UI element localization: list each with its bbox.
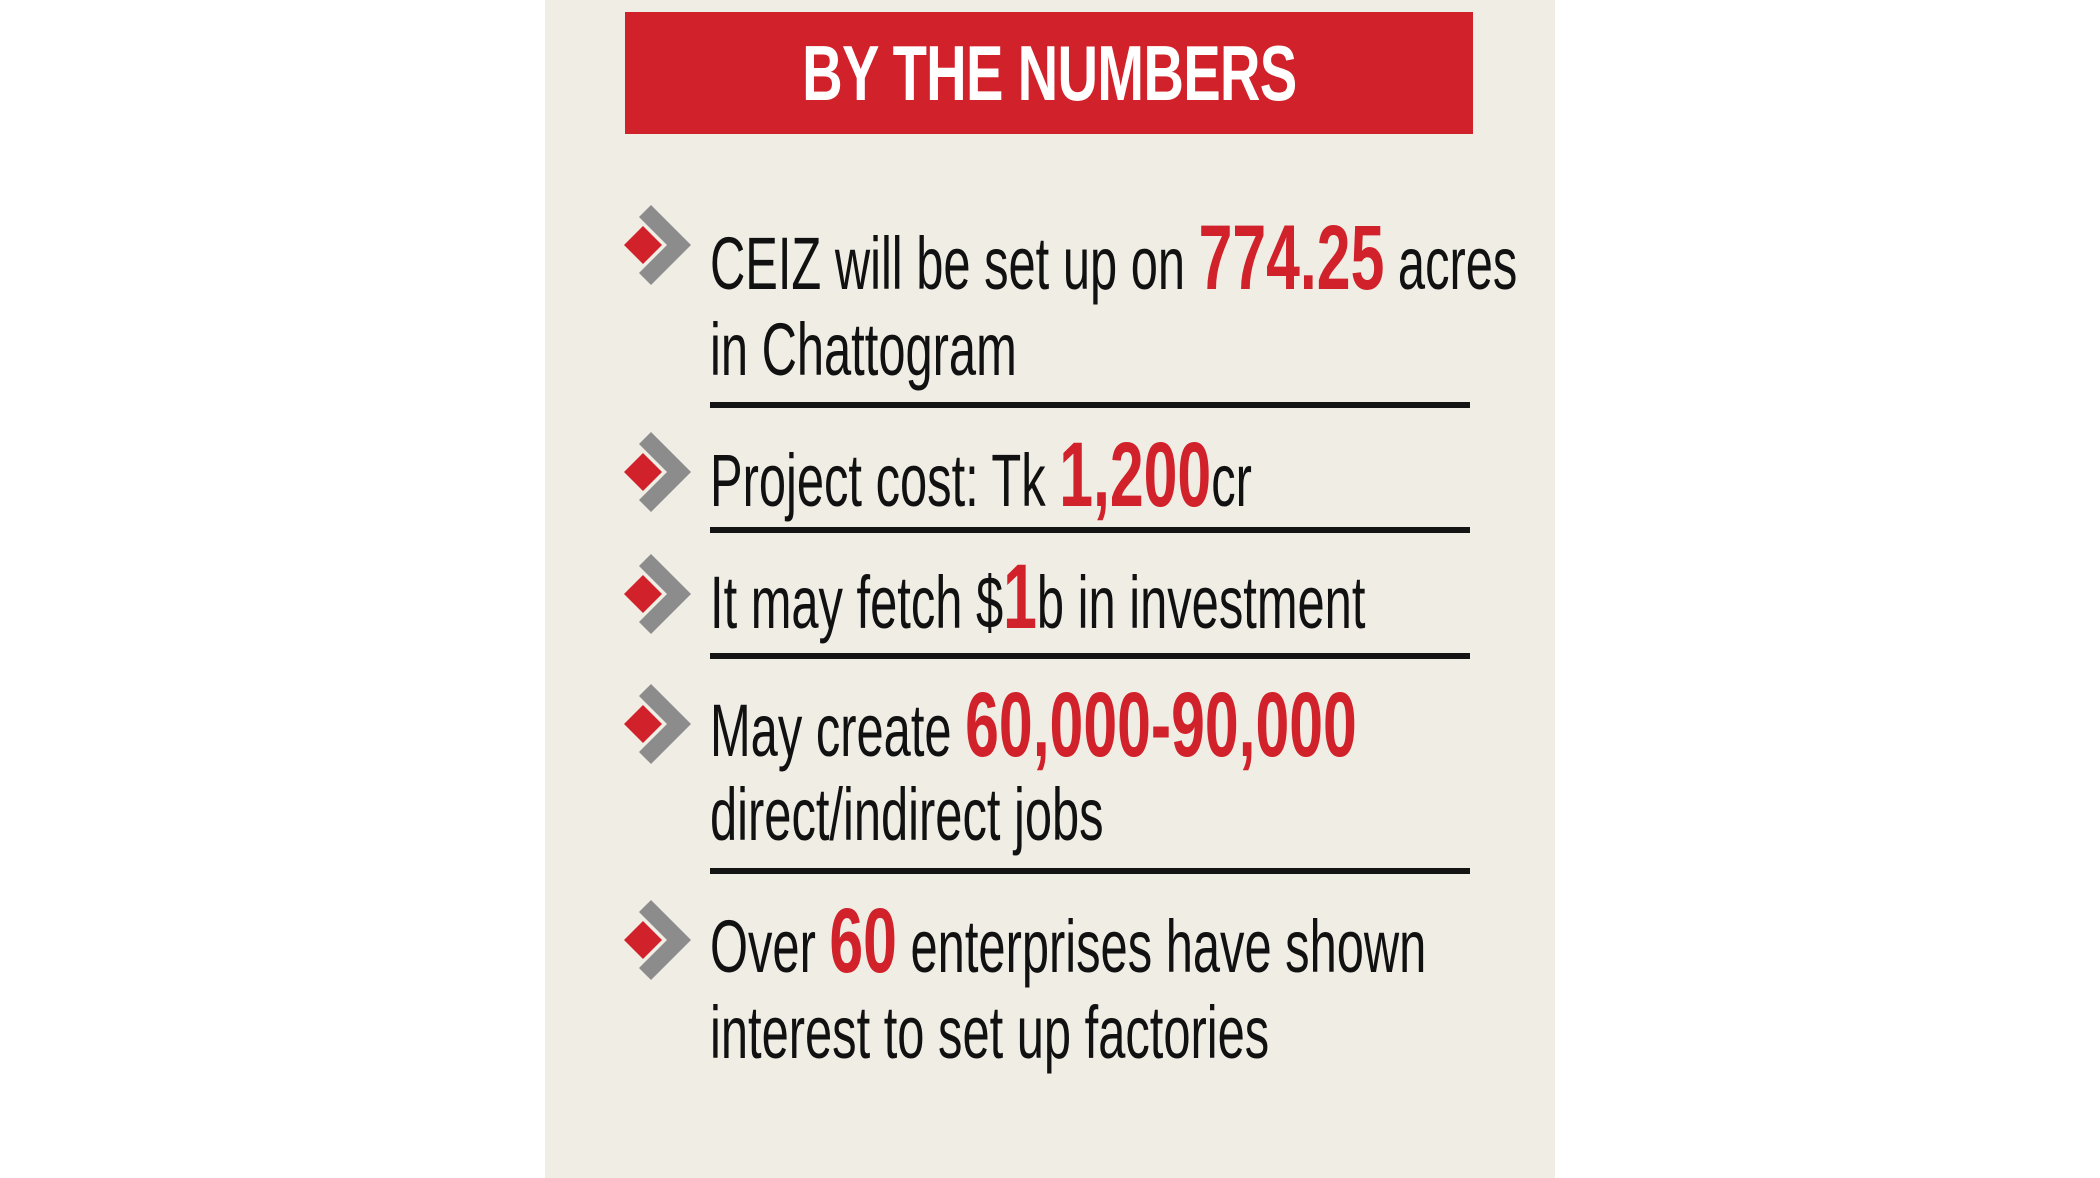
- highlight-number: 60,000-90,000: [965, 674, 1357, 776]
- divider: [710, 527, 1470, 533]
- item-line: in Chattogram: [710, 308, 1017, 391]
- red-diamond-gray-chevron-icon: [624, 432, 691, 512]
- divider: [710, 868, 1470, 874]
- item-line: Project cost: Tk 1,200cr: [710, 424, 1252, 526]
- red-diamond-gray-chevron-icon: [624, 684, 691, 764]
- item-line: It may fetch $1b in investment: [710, 546, 1366, 648]
- item-line: May create 60,000-90,000: [710, 674, 1357, 776]
- infographic-panel: BY THE NUMBERS CEIZ will be set up on 77…: [545, 0, 1555, 1178]
- highlight-number: 1: [1003, 546, 1037, 648]
- item-line: direct/indirect jobs: [710, 773, 1104, 856]
- divider: [710, 402, 1470, 408]
- header-title: BY THE NUMBERS: [801, 28, 1297, 117]
- highlight-number: 774.25: [1198, 207, 1385, 309]
- highlight-number: 60: [829, 890, 897, 992]
- divider: [710, 653, 1470, 659]
- red-diamond-gray-chevron-icon: [624, 900, 691, 980]
- highlight-number: 1,200: [1059, 424, 1212, 526]
- item-line: interest to set up factories: [710, 991, 1270, 1074]
- header-banner: BY THE NUMBERS: [625, 12, 1473, 134]
- item-line: CEIZ will be set up on 774.25 acres: [710, 207, 1518, 309]
- red-diamond-gray-chevron-icon: [624, 205, 691, 285]
- item-line: Over 60 enterprises have shown: [710, 890, 1427, 992]
- red-diamond-gray-chevron-icon: [624, 554, 691, 634]
